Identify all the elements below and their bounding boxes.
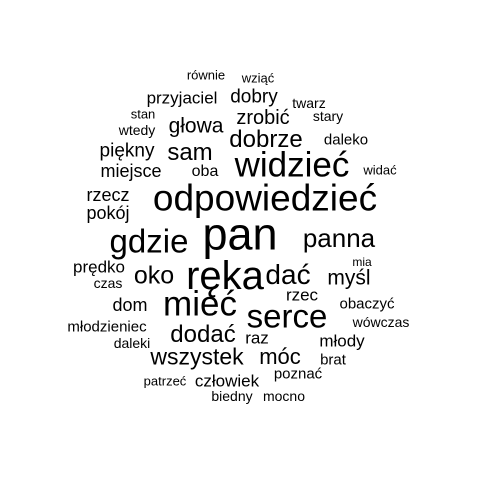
- word: młodzieniec: [67, 318, 147, 336]
- word: widać: [363, 162, 397, 178]
- word: twarz: [292, 95, 326, 111]
- word: daleki: [113, 335, 151, 351]
- word: panna: [302, 223, 376, 253]
- word: odpowiedzieć: [152, 177, 378, 219]
- word: stary: [312, 108, 344, 124]
- word: mocno: [262, 388, 306, 404]
- word: gdzie: [109, 222, 189, 260]
- word: zrobić: [236, 107, 290, 129]
- word: brat: [320, 351, 346, 369]
- word: mieć: [163, 284, 237, 324]
- word: dodać: [170, 321, 236, 348]
- word: pan: [202, 208, 278, 260]
- word: przyjaciel: [146, 88, 218, 108]
- word: pokój: [86, 203, 130, 223]
- word: poznać: [273, 365, 323, 383]
- word: piękny: [99, 140, 155, 162]
- word: miejsce: [100, 161, 162, 181]
- word: sam: [167, 139, 213, 166]
- word: oba: [191, 163, 219, 180]
- word: serce: [246, 297, 328, 335]
- word: biedny: [211, 388, 253, 404]
- word: wtedy: [118, 122, 156, 138]
- word: myśl: [327, 266, 371, 290]
- word: czas: [93, 275, 123, 291]
- word: obaczyć: [339, 295, 395, 313]
- word: młody: [319, 331, 365, 351]
- word: równie: [186, 67, 226, 83]
- word: dać: [265, 259, 311, 290]
- word: raz: [245, 328, 269, 348]
- word: widzieć: [234, 145, 350, 185]
- word: dom: [112, 295, 148, 315]
- word: daleko: [323, 131, 369, 149]
- word: patrzeć: [143, 373, 187, 389]
- word: rzec: [285, 285, 319, 305]
- word: mia: [352, 255, 372, 269]
- word: oko: [133, 261, 175, 290]
- word: wówczas: [352, 314, 410, 330]
- word: człowiek: [194, 371, 260, 391]
- word: prędko: [73, 257, 125, 277]
- word: móc: [259, 344, 301, 369]
- word: wszystek: [150, 343, 244, 370]
- word: rzecz: [86, 185, 130, 205]
- word: wziąć: [241, 70, 275, 86]
- word: stan: [130, 106, 156, 122]
- word: dobrze: [229, 126, 303, 153]
- word: głowa: [168, 114, 224, 138]
- word: ręka: [186, 254, 264, 298]
- word: dobry: [230, 86, 278, 108]
